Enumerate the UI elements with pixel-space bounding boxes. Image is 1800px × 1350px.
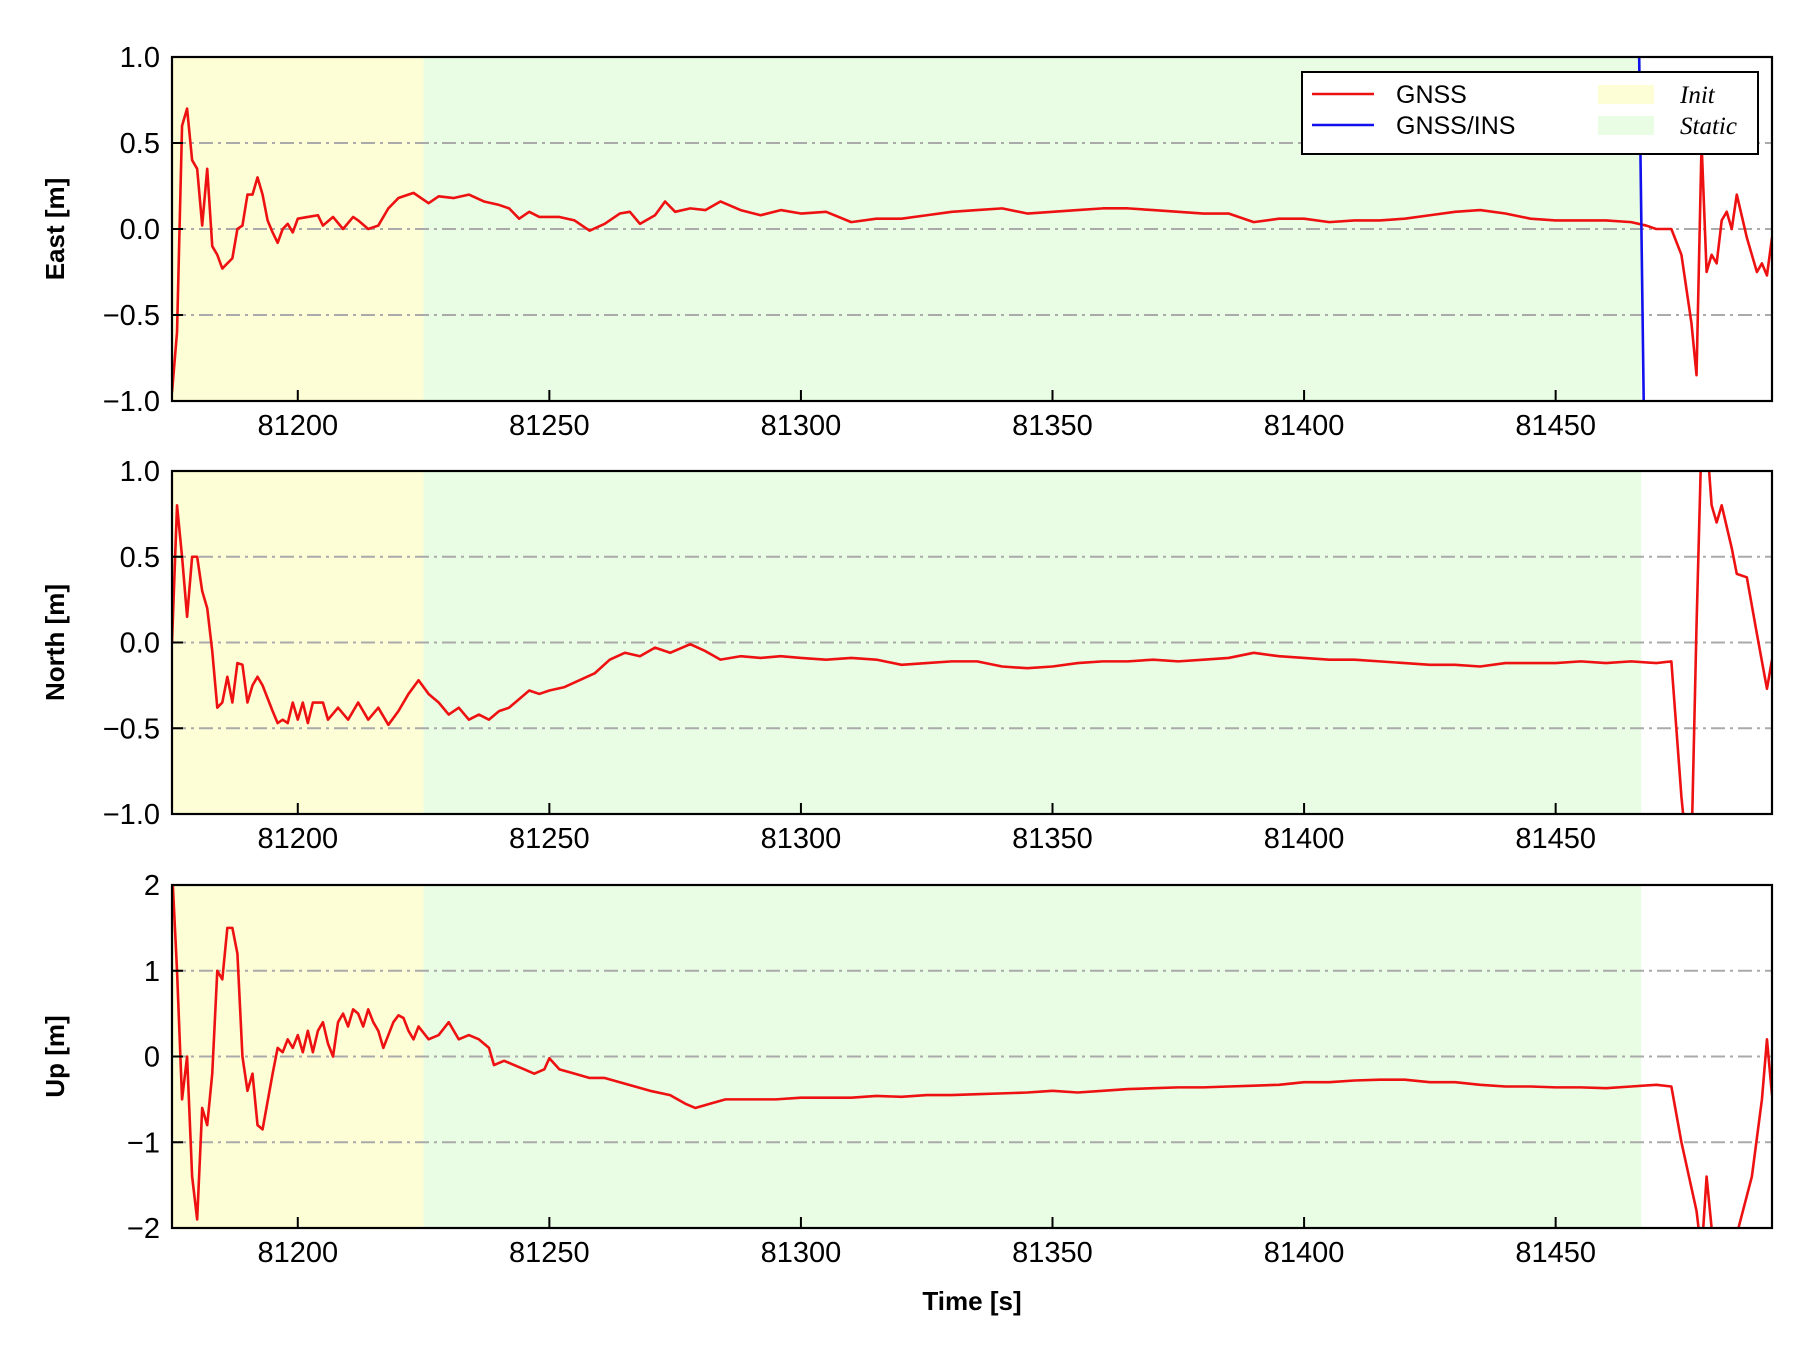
x-tick-label: 81200 [257, 823, 338, 855]
x-tick-label: 81250 [509, 410, 590, 442]
y-tick-label: 1 [144, 956, 160, 988]
x-tick-label: 81300 [761, 823, 842, 855]
legend-patch [1598, 116, 1654, 135]
legend-box [1301, 71, 1759, 155]
x-tick-label: 81350 [1012, 1237, 1093, 1269]
data-line [172, 107, 1772, 393]
y-tick-label: 0.0 [120, 628, 160, 660]
y-axis-label: North [m] [40, 584, 70, 701]
x-tick-label: 81450 [1515, 1237, 1596, 1269]
legend-label: GNSS [1396, 81, 1467, 109]
y-tick-label: −1.0 [103, 799, 160, 831]
y-tick-label: 0.5 [120, 128, 160, 160]
y-tick-label: 1.0 [120, 456, 160, 488]
legend-label: Init [1679, 82, 1716, 109]
x-tick-label: 81450 [1515, 410, 1596, 442]
y-tick-label: 0 [144, 1042, 160, 1074]
y-tick-label: −0.5 [103, 713, 160, 745]
y-axis-label: East [m] [40, 178, 70, 281]
y-tick-label: −1 [127, 1127, 160, 1159]
y-tick-label: −2 [127, 1213, 160, 1245]
x-tick-label: 81400 [1264, 410, 1345, 442]
x-tick-label: 81250 [509, 823, 590, 855]
plot-area [172, 885, 1772, 1228]
y-tick-label: 2 [144, 870, 160, 902]
y-tick-label: 0.5 [120, 542, 160, 574]
x-tick-label: 81300 [761, 410, 842, 442]
x-tick-label: 81250 [509, 1237, 590, 1269]
x-tick-label: 81400 [1264, 823, 1345, 855]
data-line [172, 885, 1772, 1228]
x-tick-label: 81350 [1012, 823, 1093, 855]
shaded-region [423, 885, 1642, 1228]
data-line [172, 471, 1772, 814]
legend-label: Static [1680, 113, 1737, 140]
x-tick-label: 81450 [1515, 823, 1596, 855]
y-tick-label: −1.0 [103, 386, 160, 418]
x-tick-label: 81400 [1264, 1237, 1345, 1269]
x-tick-label: 81200 [257, 410, 338, 442]
y-axis-label: Up [m] [40, 1015, 70, 1097]
y-tick-label: −0.5 [103, 300, 160, 332]
y-tick-label: 1.0 [120, 42, 160, 74]
shaded-region [423, 471, 1642, 814]
x-tick-label: 81300 [761, 1237, 842, 1269]
legend-patch [1598, 85, 1654, 104]
x-tick-label: 81350 [1012, 410, 1093, 442]
plot-area [172, 471, 1772, 814]
legend-label: GNSS/INS [1396, 112, 1515, 140]
y-tick-label: 0.0 [120, 214, 160, 246]
x-axis-label: Time [s] [922, 1286, 1021, 1316]
x-tick-label: 81200 [257, 1237, 338, 1269]
